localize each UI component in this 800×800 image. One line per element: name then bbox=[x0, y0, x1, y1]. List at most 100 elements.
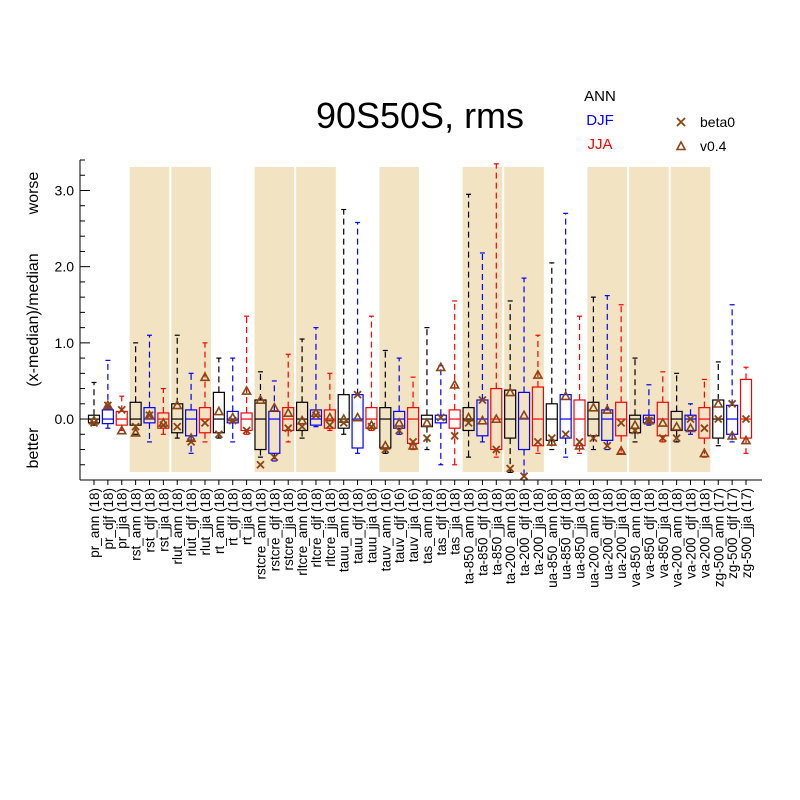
beta0-marker bbox=[700, 424, 709, 433]
x-tick-label: zg-500_ann (17) bbox=[711, 488, 726, 587]
beta0-marker bbox=[325, 421, 334, 430]
x-tick-label: ua-200_jja (18) bbox=[614, 488, 629, 579]
beta0-marker bbox=[589, 433, 598, 443]
box-ua-200_jja bbox=[615, 304, 628, 456]
box-tauu_jja bbox=[365, 315, 378, 432]
x-tick-label: va-850_djf (18) bbox=[642, 488, 657, 579]
box-ta-200_djf bbox=[517, 277, 531, 481]
x-tick-label: ua-200_djf (18) bbox=[600, 488, 615, 580]
y-tick-label: 2.0 bbox=[55, 259, 75, 275]
v04-marker bbox=[268, 401, 280, 412]
v04-marker bbox=[227, 411, 239, 422]
box-rstcre_djf bbox=[268, 380, 281, 462]
iqr-box bbox=[157, 412, 170, 429]
season-legend-ann: ANN bbox=[584, 88, 616, 105]
beta0-marker bbox=[145, 411, 154, 420]
x-tick-label: rlut_jja (18) bbox=[198, 488, 213, 556]
v04-marker bbox=[407, 440, 419, 450]
x-tick-label: va-850_jja (18) bbox=[656, 488, 671, 578]
x-tick-label: va-850_ann (18) bbox=[628, 488, 643, 587]
beta0-marker bbox=[395, 426, 404, 435]
shading-layer bbox=[129, 167, 711, 472]
beta0-marker bbox=[672, 433, 681, 443]
beta0-marker bbox=[617, 418, 626, 427]
beta0-marker bbox=[686, 414, 695, 424]
box-tauv_jja bbox=[406, 376, 420, 451]
iqr-box bbox=[379, 407, 392, 449]
x-tick-label: tas_ann (18) bbox=[420, 488, 435, 564]
beta0-marker bbox=[727, 399, 737, 408]
beta0-marker bbox=[270, 453, 279, 462]
x-tick-label: tas_djf (18) bbox=[434, 488, 449, 556]
v04-marker bbox=[615, 445, 627, 456]
x-tick-label: tas_jja (18) bbox=[448, 488, 463, 555]
beta0-marker bbox=[506, 464, 515, 473]
iqr-box bbox=[143, 407, 156, 424]
box-ua-850_djf bbox=[559, 212, 572, 458]
legend-x-marker bbox=[676, 117, 686, 127]
iqr-box bbox=[226, 410, 239, 424]
iqr-box bbox=[739, 378, 753, 439]
x-tick-label: va-200_ann (18) bbox=[670, 488, 685, 587]
iqr-box bbox=[337, 394, 350, 429]
x-tick-label: rltcre_jja (18) bbox=[323, 488, 338, 567]
chart-title: 90S50S, rms bbox=[316, 95, 524, 136]
box-va-850_ann bbox=[628, 357, 642, 443]
v04-marker bbox=[712, 398, 724, 408]
box-va-200_ann bbox=[670, 372, 683, 443]
marker-legend: beta0 v0.4 bbox=[675, 114, 735, 154]
v04-marker bbox=[310, 407, 322, 417]
box-zg-500_djf bbox=[726, 304, 739, 443]
x-tick-label: va-200_jja (18) bbox=[697, 488, 712, 578]
x-tick-label: zg-500_djf (17) bbox=[725, 488, 740, 579]
box-ua-200_ann bbox=[587, 296, 600, 451]
v04-marker bbox=[213, 405, 225, 416]
v04-marker bbox=[379, 440, 391, 450]
shade-band bbox=[254, 167, 295, 472]
box-rst_djf bbox=[143, 334, 156, 443]
box-rltcre_jja bbox=[323, 372, 336, 432]
x-tick-label: tauu_djf (18) bbox=[351, 488, 366, 564]
x-tick-label: rltcre_djf (18) bbox=[309, 488, 324, 568]
x-tick-label: rst_ann (18) bbox=[129, 488, 144, 561]
box-ta-850_djf bbox=[476, 252, 489, 443]
v04-marker bbox=[199, 371, 211, 382]
x-tick-label: ta-850_jja (18) bbox=[489, 488, 504, 575]
x-tick-label: rst_djf (18) bbox=[142, 488, 157, 553]
v04-marker bbox=[490, 413, 502, 424]
season-legend: ANN DJF JJA bbox=[584, 88, 616, 153]
x-tick-label: ua-850_ann (18) bbox=[545, 488, 560, 588]
x-tick-label: va-200_djf (18) bbox=[684, 488, 699, 579]
beta0-marker bbox=[533, 437, 543, 447]
v04-marker bbox=[421, 417, 433, 427]
iqr-box bbox=[393, 410, 406, 429]
y-tick-label: 0.0 bbox=[55, 411, 75, 427]
y-axis-labels: worse (x-median)/median better bbox=[25, 172, 42, 469]
v04-marker bbox=[726, 430, 738, 440]
x-tick-label: tauv_ann (16) bbox=[378, 488, 393, 571]
beta0-marker bbox=[103, 401, 113, 410]
box-tas_jja bbox=[448, 300, 461, 466]
x-tick-label: rt_jja (18) bbox=[240, 488, 255, 545]
box-va-850_djf bbox=[642, 384, 655, 426]
box-rstcre_ann bbox=[254, 371, 267, 469]
marker-legend-beta0: beta0 bbox=[700, 114, 735, 130]
iqr-box bbox=[115, 410, 128, 426]
box-tas_djf bbox=[434, 361, 447, 466]
v04-marker bbox=[574, 440, 585, 450]
x-tick-label: rst_jja (18) bbox=[156, 488, 171, 552]
box-va-200_jja bbox=[698, 378, 711, 458]
season-legend-jja: JJA bbox=[587, 136, 612, 153]
x-tick-label: ua-200_ann (18) bbox=[586, 488, 601, 588]
box-rlut_ann bbox=[171, 334, 184, 439]
iqr-box bbox=[517, 391, 531, 451]
beta0-marker bbox=[131, 422, 140, 431]
box-rst_jja bbox=[157, 387, 170, 435]
x-tick-label: ta-850_djf (18) bbox=[475, 488, 490, 576]
iqr-box bbox=[185, 409, 198, 437]
iqr-box bbox=[365, 407, 378, 429]
beta0-marker bbox=[741, 414, 751, 424]
iqr-box bbox=[684, 414, 697, 432]
beta0-marker bbox=[242, 426, 251, 435]
